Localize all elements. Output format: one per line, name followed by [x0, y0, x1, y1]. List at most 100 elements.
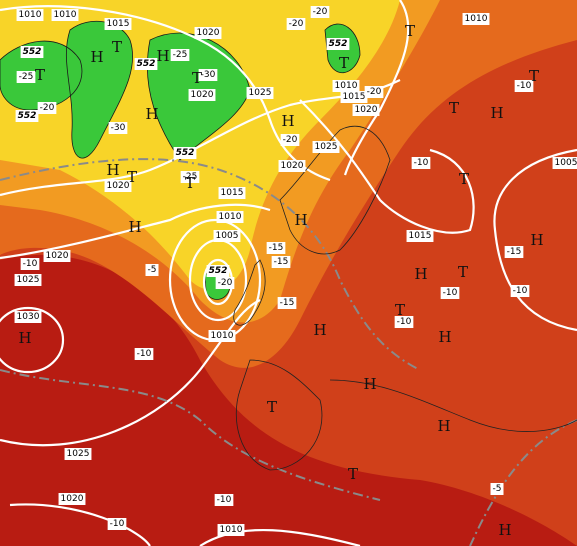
pressure-center: T [449, 99, 459, 117]
temperature-label: -25 [173, 50, 188, 60]
pressure-center: H [437, 417, 450, 435]
pressure-center: H [530, 231, 543, 249]
pressure-center: T [395, 301, 405, 319]
height-label: 552 [329, 39, 348, 49]
pressure-center: H [490, 104, 503, 122]
pressure-label-box [188, 89, 216, 101]
height-label-box [206, 265, 230, 277]
pressure-label-box [312, 141, 340, 153]
pressure-label-box [218, 187, 246, 199]
temperature-label: -20 [40, 103, 55, 113]
pressure-label-box [208, 330, 236, 342]
pressure-label: 1015 [107, 19, 130, 29]
temperature-label-box [510, 285, 530, 297]
pressure-label: 1005 [555, 158, 577, 168]
temperature-label-box [514, 80, 534, 92]
isobar [0, 203, 271, 260]
pressure-label-box [16, 9, 44, 21]
thickness-line [469, 419, 577, 546]
pressure-center: T [192, 69, 202, 87]
pressure-label: 1010 [211, 331, 234, 341]
isobar [199, 528, 361, 546]
pressure-center: H [106, 161, 119, 179]
pressure-center: T [348, 465, 358, 483]
temperature-label-box [310, 6, 330, 18]
pressure-center: H [363, 375, 376, 393]
pressure-label-box [552, 157, 577, 169]
temperature-label-box [364, 86, 384, 98]
pressure-label-box [43, 250, 71, 262]
temperature-label: -15 [507, 247, 522, 257]
height-label: 552 [23, 47, 42, 57]
pressure-label-box [64, 448, 92, 460]
temperature-label-box [170, 49, 190, 61]
temperature-label-box [134, 348, 154, 360]
height-label: 552 [176, 148, 195, 158]
pressure-label: 1025 [17, 275, 40, 285]
pressure-label-box [194, 27, 222, 39]
pressure-label-box [406, 230, 434, 242]
isobar [0, 5, 331, 182]
pressure-label: 1015 [343, 92, 366, 102]
temperature-label: -10 [23, 259, 38, 269]
isobar [0, 299, 261, 447]
coastline [233, 125, 577, 471]
temperature-label: -25 [183, 172, 198, 182]
pressure-label-box [58, 493, 86, 505]
pressure-center: T [112, 38, 122, 56]
temperature-label: -10 [217, 495, 232, 505]
pressure-center: T [35, 66, 45, 84]
pressure-label: 1020 [197, 28, 220, 38]
pressure-center: H [438, 328, 451, 346]
pressure-label-box [213, 230, 241, 242]
pressure-label: 1030 [17, 312, 40, 322]
height-label-box [20, 46, 44, 58]
pressure-label: 1020 [191, 90, 214, 100]
temperature-label-box [504, 246, 524, 258]
pressure-label-box [462, 13, 490, 25]
pressure-label: 1020 [46, 251, 69, 261]
pressure-center: H [156, 47, 169, 65]
temperature-label: -10 [414, 158, 429, 168]
temperature-label-box [107, 518, 127, 530]
temperature-label-box [180, 171, 200, 183]
pressure-center: T [127, 168, 137, 186]
temperature-label-box [286, 18, 306, 30]
pressure-label: 1005 [216, 231, 239, 241]
pressure-center: T [339, 54, 349, 72]
temperature-label: -30 [111, 123, 126, 133]
height-label-box [173, 147, 197, 159]
height-label-box [326, 38, 350, 50]
isobar [0, 79, 401, 197]
temperature-label-box [20, 258, 40, 270]
coldest-region [0, 21, 361, 300]
pressure-center: H [90, 48, 103, 66]
pressure-label: 1010 [335, 81, 358, 91]
pressure-center: H [128, 218, 141, 236]
pressure-label-box [14, 311, 42, 323]
pressure-center: H [414, 265, 427, 283]
temperature-label-box [411, 157, 431, 169]
warm-region [0, 254, 577, 546]
temperature-label-box [145, 264, 159, 276]
pressure-center: T [529, 67, 539, 85]
pressure-label-box [332, 80, 360, 92]
temperature-label: -5 [493, 484, 502, 494]
pressure-label: 1025 [67, 449, 90, 459]
isobar [9, 503, 151, 546]
pressure-center: H [498, 521, 511, 539]
temperature-label: -10 [137, 349, 152, 359]
pressure-label: 1010 [19, 10, 42, 20]
pressure-center: T [459, 170, 469, 188]
pressure-center: T [405, 22, 415, 40]
temperature-label: -25 [19, 72, 34, 82]
thickness-line [0, 158, 421, 371]
pressure-label-box [104, 180, 132, 192]
pressure-label-box [278, 160, 306, 172]
temperature-label: -20 [289, 19, 304, 29]
pressure-label: 1015 [409, 231, 432, 241]
pressure-center: T [267, 398, 277, 416]
temperature-label-box [271, 256, 291, 268]
pressure-label-box [14, 274, 42, 286]
isobar [343, 0, 410, 176]
